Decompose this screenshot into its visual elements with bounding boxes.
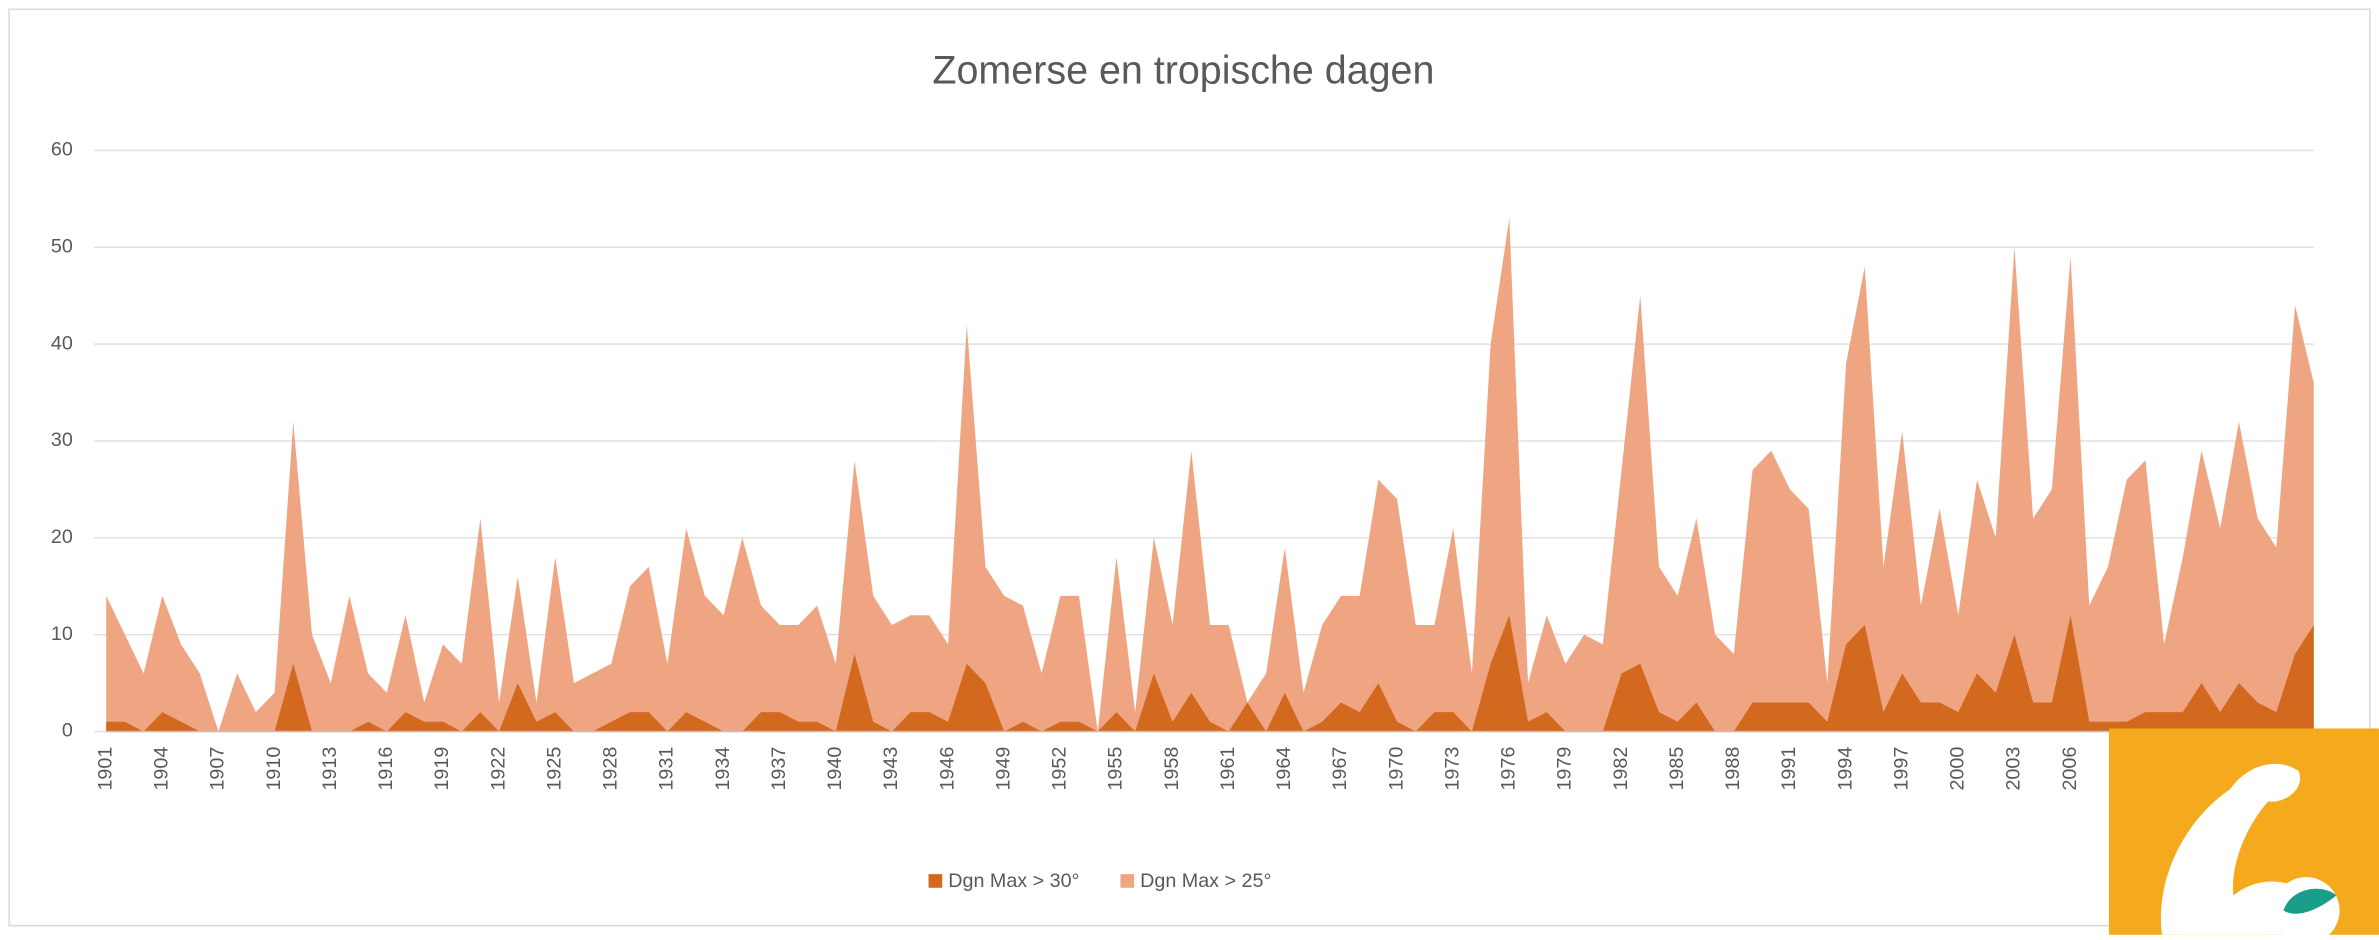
x-tick-label: 1964 [1273, 747, 1295, 791]
x-tick-label: 1985 [1666, 747, 1688, 791]
x-tick-label: 1967 [1329, 747, 1351, 791]
x-tick-label: 1991 [1778, 747, 1800, 791]
x-tick-label: 1904 [151, 747, 173, 791]
x-tick-label: 1988 [1722, 747, 1744, 791]
chart-title: Zomerse en tropische dagen [932, 48, 1434, 92]
legend-swatch [928, 874, 943, 888]
legend-label: Dgn Max > 25° [1140, 870, 1271, 892]
logo [2108, 728, 2379, 940]
y-tick-label: 20 [51, 526, 73, 548]
area [106, 615, 2314, 732]
plot-area: 0 10 20 30 40 50 60 1901 1904 1907 1910 1913 1916 191… [51, 139, 2314, 892]
x-tick-label: 1910 [263, 747, 285, 791]
x-tick-label: 1934 [712, 747, 734, 791]
logo-arm [2160, 763, 2301, 935]
x-tick-label: 1994 [1834, 747, 1856, 791]
y-tick-label: 40 [51, 332, 73, 354]
x-tick-label: 1940 [824, 747, 846, 791]
x-tick-label: 1925 [543, 747, 565, 791]
x-tick-label: 1943 [880, 747, 902, 791]
x-tick-label: 1955 [1105, 747, 1127, 791]
x-tick-label: 1973 [1441, 747, 1463, 791]
x-tick-label: 1979 [1554, 747, 1576, 791]
x-tick-label: 1922 [487, 747, 509, 791]
x-tick-label: 1916 [375, 747, 397, 791]
y-tick-label: 50 [51, 235, 73, 257]
x-tick-label: 1913 [319, 747, 341, 791]
x-tick-label: 1997 [1890, 747, 1912, 791]
legend-label: Dgn Max > 30° [948, 870, 1079, 892]
x-tick-label: 1946 [936, 747, 958, 791]
x-tick-label: 1952 [1049, 747, 1071, 791]
legend-swatch [1120, 874, 1135, 888]
y-tick-label: 0 [62, 720, 73, 742]
x-tick-label: 1958 [1161, 747, 1183, 791]
y-tick-label: 60 [51, 139, 73, 161]
x-tick-label: 1937 [768, 747, 790, 791]
x-tick-label: 1919 [431, 747, 453, 791]
x-tick-label: 1982 [1610, 747, 1632, 791]
x-tick-label: 1928 [600, 747, 622, 791]
y-tick-label: 10 [51, 623, 73, 645]
x-tick-label: 1901 [94, 747, 116, 791]
y-tick-label: 30 [51, 429, 73, 451]
x-tick-label: 1970 [1385, 747, 1407, 791]
x-tick-label: 1907 [207, 747, 229, 791]
x-tick-label: 1961 [1217, 747, 1239, 791]
x-tick-label: 1976 [1498, 747, 1520, 791]
logo-leaf [2283, 888, 2337, 914]
x-tick-label: 2000 [1947, 747, 1969, 791]
area [106, 218, 2314, 732]
x-tick-label: 1931 [656, 747, 678, 791]
x-tick-label: 2006 [2059, 747, 2081, 791]
x-tick-label: 2003 [2003, 747, 2025, 791]
x-tick-label: 1949 [992, 747, 1014, 791]
